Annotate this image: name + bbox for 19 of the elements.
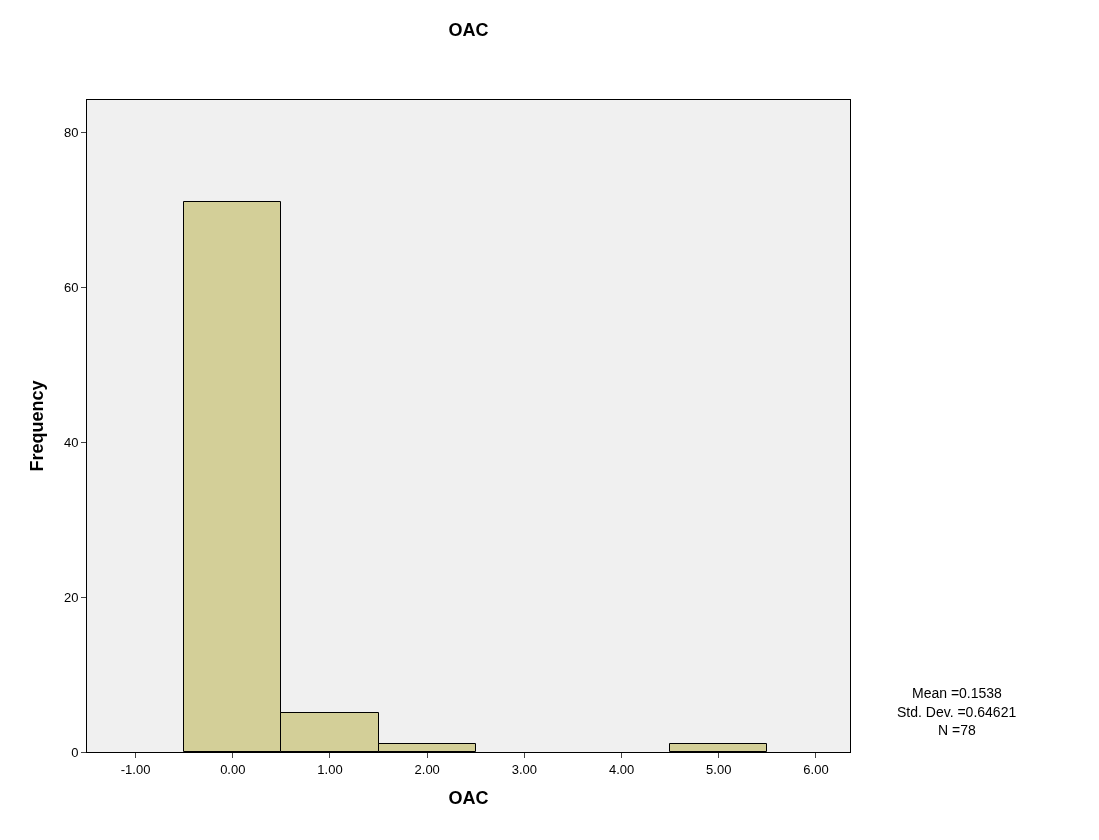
x-tick-label: -1.00 [120, 761, 151, 777]
text: Mean =0.1538 [912, 685, 1003, 701]
y-tick-label: 0 [71, 744, 79, 760]
text: N =78 [938, 722, 976, 738]
x-tick-label: 3.00 [511, 761, 538, 777]
y-tick-label: 40 [63, 434, 79, 450]
x-tick-label: 2.00 [414, 761, 440, 777]
x-tick-label: 1.00 [317, 761, 343, 777]
y-tick-label: 60 [63, 279, 79, 295]
y-axis-title: Frequency [27, 380, 48, 472]
x-tick-label: 5.00 [706, 761, 732, 777]
x-tick-label: 4.00 [608, 761, 635, 777]
x-tick-label: 0.00 [220, 761, 246, 777]
x-axis-title: OAC [448, 787, 489, 808]
text: Std. Dev. =0.64621 [897, 704, 1017, 720]
y-tick-label: 20 [63, 589, 79, 605]
y-tick-label: 80 [63, 125, 79, 141]
chart-title: OAC [448, 19, 489, 40]
x-tick-label: 6.00 [803, 761, 829, 777]
